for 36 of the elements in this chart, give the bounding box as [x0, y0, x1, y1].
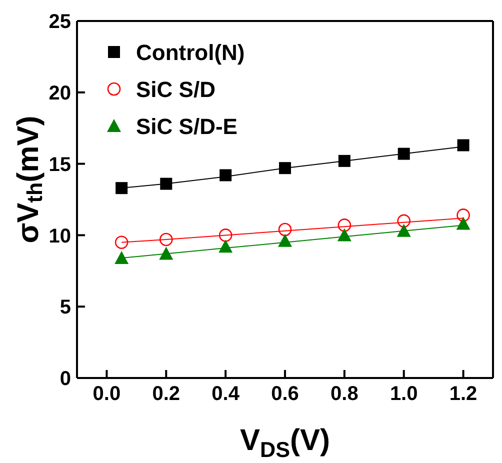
y-tick-label: 20: [48, 82, 71, 104]
x-tick-label: 0.2: [152, 383, 180, 406]
point: [398, 148, 410, 160]
x-tick-label: 1.0: [390, 383, 418, 406]
point: [114, 236, 128, 249]
x-tick-label: 1.2: [449, 383, 478, 406]
point: [218, 228, 232, 242]
x-tick-label: 0.6: [271, 383, 299, 406]
point: [220, 169, 232, 182]
legend-label: SiC S/D: [136, 77, 216, 102]
point: [396, 224, 411, 237]
point: [159, 246, 174, 260]
point: [114, 251, 129, 264]
point: [457, 139, 470, 152]
point: [456, 216, 470, 230]
x-tick-label: 0.4: [212, 383, 240, 406]
point: [278, 234, 292, 247]
y-tick-label: 0: [60, 368, 71, 390]
point: [160, 178, 172, 190]
point: [278, 222, 292, 236]
legend-label: SiC S/D-E: [136, 114, 238, 139]
legend-label: Control(N): [136, 40, 245, 65]
point: [338, 218, 352, 232]
x-axis-title: V$_{DS}$(V): [240, 424, 330, 462]
point: [279, 162, 291, 174]
point: [456, 208, 470, 222]
point: [338, 154, 350, 167]
y-tick-label: 25: [48, 11, 71, 34]
x-tick-label: 0.8: [330, 383, 358, 406]
y-tick-label: 5: [60, 296, 71, 319]
y-tick-label: 10: [48, 225, 71, 248]
point: [116, 182, 128, 194]
x-tick-label: 0.0: [92, 383, 121, 406]
point: [397, 214, 411, 228]
point: [159, 232, 173, 246]
y-tick-label: 15: [48, 154, 71, 176]
